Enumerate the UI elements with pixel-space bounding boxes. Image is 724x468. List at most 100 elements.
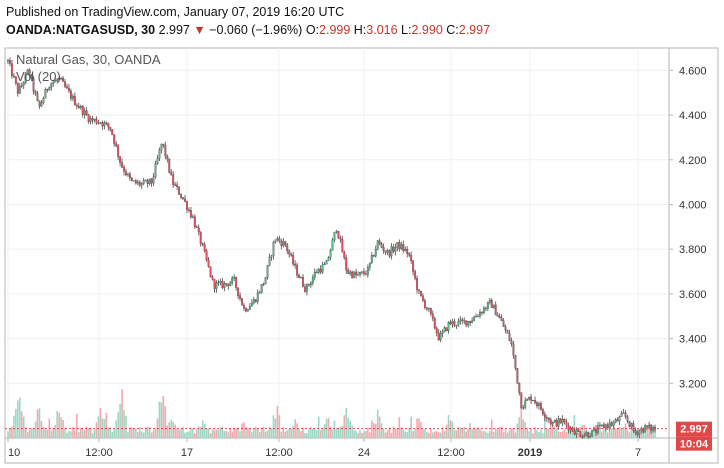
volume-bar <box>121 389 123 438</box>
candle-body <box>286 244 289 252</box>
candle-body <box>95 118 98 124</box>
candle-body <box>85 110 88 115</box>
volume-bar <box>203 423 206 438</box>
volume-bar <box>445 424 448 438</box>
candle-body <box>245 308 247 312</box>
candle-body <box>123 167 125 172</box>
candle-body <box>402 244 405 251</box>
volume-bar <box>408 427 410 438</box>
volume-bar <box>64 427 66 438</box>
candle-body <box>18 86 21 94</box>
candle-body <box>630 423 633 427</box>
volume-bar <box>103 419 106 438</box>
candle-body <box>152 176 155 184</box>
candle-body <box>119 156 122 163</box>
candle-body <box>347 270 350 274</box>
volume-bar <box>188 431 190 438</box>
volume-bar <box>384 432 387 438</box>
candle-body <box>467 321 470 326</box>
candle-body <box>223 283 226 288</box>
volume-bar <box>158 401 161 438</box>
volume-bar <box>359 429 361 438</box>
volume-bar <box>44 427 47 438</box>
candle-body <box>115 143 118 146</box>
candle-body <box>103 122 106 127</box>
volume-bar <box>583 424 586 438</box>
candle-body <box>178 186 181 195</box>
candle-body <box>520 392 523 409</box>
volume-bar <box>630 428 633 438</box>
candle-body <box>412 260 415 272</box>
candle-body <box>60 77 63 80</box>
candle-body <box>585 432 588 436</box>
volume-bar <box>241 423 243 438</box>
volume-bar <box>333 420 336 438</box>
volume-bar <box>213 430 216 438</box>
volume-bar <box>620 429 623 438</box>
candle-body <box>384 250 387 253</box>
volume-bar <box>485 431 487 438</box>
volume-bar <box>555 428 558 438</box>
volume-bar <box>339 426 342 438</box>
candle-body <box>416 278 418 291</box>
candle-body <box>632 423 635 431</box>
volume-bar <box>209 433 212 438</box>
volume-bar <box>549 423 552 438</box>
volume-bar <box>300 431 302 438</box>
x-tick-label: 2019 <box>518 447 542 459</box>
candle-body <box>528 396 531 400</box>
candle-body <box>551 422 554 424</box>
volume-bar <box>392 426 395 438</box>
volume-bar <box>260 427 263 438</box>
volume-bar <box>282 426 285 438</box>
volume-bar <box>374 423 377 438</box>
candle-body <box>490 300 493 308</box>
volume-bar <box>431 432 434 438</box>
volume-bar <box>394 428 397 438</box>
volume-bar <box>528 431 530 438</box>
candle-body <box>549 419 552 424</box>
candle-body <box>504 326 507 331</box>
candle-body <box>154 163 157 178</box>
candle-body <box>121 162 124 168</box>
volume-bar <box>245 426 247 438</box>
volume-bar <box>199 426 202 438</box>
volume-bar <box>487 433 489 438</box>
candle-body <box>140 183 143 186</box>
volume-bar <box>512 427 515 438</box>
volume-bar <box>349 421 351 438</box>
candle-body <box>136 181 139 184</box>
candle-body <box>266 265 269 278</box>
volume-bar <box>11 426 13 438</box>
candle-body <box>443 327 446 332</box>
volume-bar <box>235 428 237 438</box>
candle-body <box>622 412 625 414</box>
close-value: 2.997 <box>458 23 491 37</box>
volume-bar <box>492 432 495 438</box>
candle-body <box>270 255 273 258</box>
price-axis-labels: 4.600 4.400 4.200 4.000 3.800 3.600 3.400 3.200 <box>669 65 707 390</box>
candle-body <box>227 283 230 287</box>
volume-bar <box>308 429 310 438</box>
volume-bar <box>239 431 241 438</box>
candle-body <box>595 428 597 433</box>
volume-bar <box>264 431 267 438</box>
volume-bar <box>559 432 562 438</box>
volume-bar <box>219 427 222 438</box>
candle-body <box>298 275 301 278</box>
candle-body <box>512 343 515 356</box>
price-chart[interactable]: 4.600 4.400 4.200 4.000 3.800 3.600 3.400 3.200… <box>0 44 724 468</box>
candle-body <box>425 307 428 310</box>
volume-bar <box>268 426 271 438</box>
candle-body <box>127 173 129 176</box>
volume-bar <box>178 429 180 438</box>
volume-bar <box>15 408 17 438</box>
candle-body <box>571 427 574 432</box>
volume-bar <box>628 432 631 438</box>
candle-body <box>97 122 100 124</box>
volume-bar <box>170 419 173 438</box>
candle-body <box>221 281 224 288</box>
volume-bar <box>95 422 98 438</box>
candle-body <box>374 249 377 257</box>
candle-body <box>366 266 369 275</box>
